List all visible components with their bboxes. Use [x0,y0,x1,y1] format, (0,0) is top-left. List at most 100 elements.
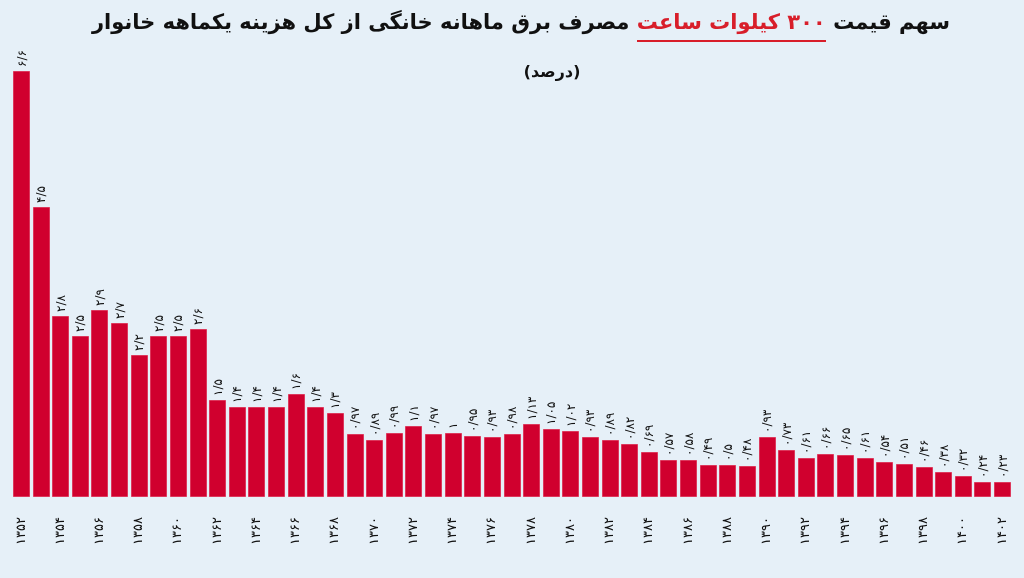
x-axis-tick-label: ۱۳۶۶ [288,517,304,545]
bar [346,434,364,497]
x-axis-tick-label: ۱۳۵۲ [13,517,29,545]
x-axis-tick-label: ۱۳۷۴ [445,517,461,545]
bar-value-label: ۰/۶۹ [642,425,657,449]
bar-value-label: ۱/۳ [328,392,343,410]
bar [71,335,89,497]
bar-value-label: ۰/۳۲ [956,448,971,473]
chart-subtitle: (درصد) [523,62,581,81]
bar [228,406,246,497]
x-axis-tick-label: ۱۳۹۰ [759,517,775,545]
bar-value-label: ۰/۹۹ [387,405,402,430]
bar [523,424,541,497]
x-axis-tick-label: ۱۳۹۴ [837,517,853,545]
bar-value-label: ۰/۴۶ [917,439,932,464]
bar [601,439,619,497]
bar-value-label: ۴/۵ [34,185,49,203]
bar-value-label: ۰/۹۸ [505,406,519,430]
bar-value-label: ۰/۸۹ [603,412,618,436]
bar-value-label: ۰/۹۳ [583,409,598,433]
bar [562,431,580,497]
bar-value-label: ۲/۵ [171,314,186,332]
bar [994,482,1011,497]
bar [640,452,658,497]
title-before: سهم قیمت [833,10,950,34]
bar-value-label: ۰/۴۸ [740,438,755,463]
bar-value-label: ۱/۰۲ [563,403,578,428]
bar [581,437,599,497]
x-axis-tick-label: ۱۳۹۲ [798,517,814,545]
bar-value-label: ۲/۶ [191,308,206,326]
x-axis-tick-label: ۱۳۹۸ [916,517,932,545]
bar [699,465,717,497]
bar [483,437,501,497]
bar [287,393,305,497]
bar-value-label: ۱/۰۵ [544,401,559,426]
bar-value-label: ۰/۹۳ [760,409,775,433]
bar-value-label: ۰/۵ [720,443,735,461]
bar [935,472,953,497]
bar [13,71,30,497]
bar-value-label: ۰/۵۷ [661,432,676,457]
bar-value-label: ۰/۹۵ [465,408,480,432]
bar-value-label: ۲/۹ [92,289,107,306]
bar-value-label: ۲/۸ [53,295,68,313]
x-axis-tick-label: ۱۳۸۴ [641,517,657,545]
bar-value-label: ۱/۴ [230,385,245,403]
x-axis-tick-label: ۱۳۶۸ [327,517,343,545]
bar [425,434,443,497]
bar [366,439,384,497]
bar-value-label: ۰/۹۳ [485,409,500,433]
bar [876,462,894,497]
bar-value-label: ۰/۲۴ [975,454,990,478]
bar [738,466,756,497]
bar [856,457,874,497]
x-axis-tick-label: ۱۳۸۸ [719,517,735,545]
bar [974,481,992,497]
chart-title: سهم قیمت ۳۰۰ کیلوات ساعت مصرف برق ماهانه… [91,10,950,42]
bar-value-label: ۱/۶ [289,372,304,390]
bar [542,429,560,497]
x-axis-tick-label: ۱۳۸۶ [680,517,696,545]
bar-value-label: ۱/۵ [210,379,225,397]
bar [130,355,148,497]
bar [169,335,187,497]
bar-value-label: ۰/۵۱ [897,436,912,461]
bar [758,437,776,497]
bar-value-label: ۰/۵۴ [877,434,892,459]
bar [621,444,639,497]
bar [32,206,50,497]
bar-value-label: ۲/۲ [132,334,147,352]
bar-value-label: ۰/۹۷ [426,407,441,431]
bar [464,435,482,497]
bar-value-label: ۰/۶۵ [838,427,853,452]
x-axis-tick-label: ۱۳۶۴ [248,517,264,545]
bar-value-label: ۱/۴ [269,385,284,403]
bar-value-label: ۰/۸۹ [367,412,382,436]
bar-value-label: ۰/۵۸ [681,432,696,456]
bar [797,457,815,497]
x-axis-tick-label: ۱۴۰۰ [955,517,971,545]
bar [719,464,737,497]
bar [307,406,325,497]
title-after: مصرف برق ماهانه خانگی از کل هزینه یکماهه… [91,10,630,34]
bar-value-label: ۰/۶۱ [858,430,873,454]
bar-value-label: ۰/۸۲ [622,416,637,441]
bar [52,316,70,497]
bar-value-label: ۰/۲۳ [995,454,1010,479]
bar [248,406,266,497]
bar-value-label: ۱ [446,422,461,429]
bar-value-label: ۱/۴ [308,385,323,403]
x-axis-tick-label: ۱۳۹۶ [876,517,892,545]
bar [503,433,521,497]
bar-value-label: ۰/۶۶ [818,427,833,451]
bar [837,455,855,497]
bar [150,335,168,497]
bar [326,413,344,497]
x-axis-tick-label: ۱۳۷۸ [523,517,539,545]
title-highlight: ۳۰۰ کیلوات ساعت [636,10,826,42]
x-axis-tick-label: ۱۳۵۸ [131,517,147,545]
bar-value-label: ۶/۶ [14,50,29,68]
x-axis-tick-label: ۱۳۶۰ [170,517,186,545]
bar-value-label: ۱/۱ [406,405,421,423]
